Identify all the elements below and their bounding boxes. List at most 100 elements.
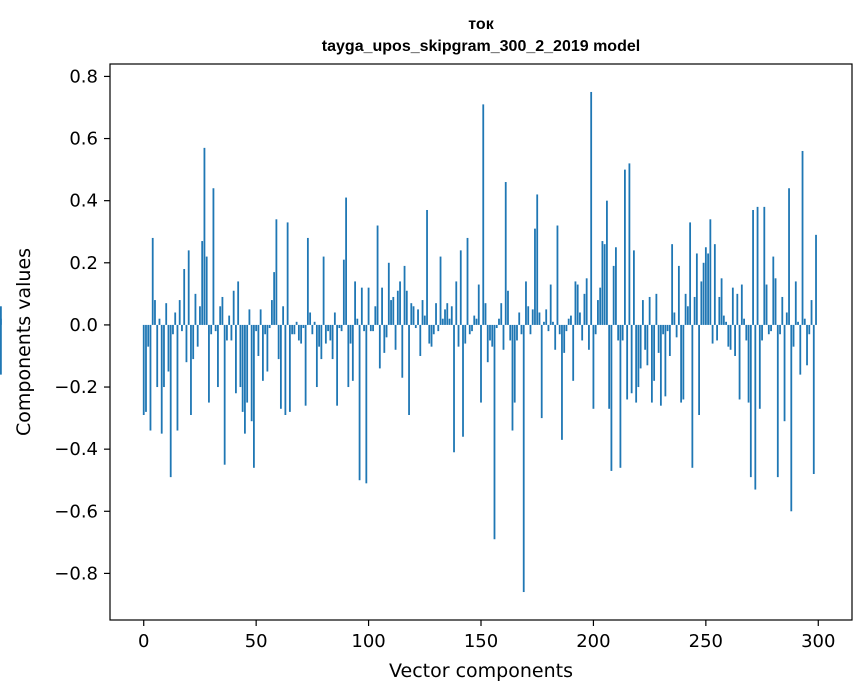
- bar-122: [417, 309, 419, 325]
- bar-176: [538, 312, 541, 325]
- bar-281: [774, 278, 777, 325]
- bar-166: [516, 324, 518, 341]
- bar-116: [403, 265, 406, 325]
- bar-108: [385, 324, 388, 338]
- bar-77: [315, 324, 318, 388]
- bar-296: [808, 324, 811, 335]
- bar-127: [428, 324, 431, 344]
- x-tick-label: 0: [138, 631, 149, 652]
- bar-209: [612, 265, 615, 325]
- bar-132: [439, 256, 442, 325]
- x-axis: 0 50 100 150 200 250 300: [138, 620, 835, 652]
- bar-53: [262, 324, 264, 381]
- bar-17: [181, 324, 183, 332]
- bar-8: [160, 324, 163, 434]
- bar-109: [387, 262, 390, 325]
- bar-121: [414, 324, 417, 329]
- bar-114: [399, 281, 401, 325]
- bar-293: [801, 150, 804, 325]
- bar-undefined: [0, 318, 2, 325]
- bar-242: [686, 306, 689, 325]
- bar-192: [574, 281, 577, 325]
- bar-154: [489, 324, 491, 341]
- bar-243: [689, 222, 692, 325]
- bar-191: [572, 324, 575, 381]
- bar-107: [383, 324, 386, 353]
- bar-286: [785, 312, 788, 325]
- bar-240: [682, 324, 685, 400]
- bar-258: [722, 315, 725, 325]
- bar-38: [228, 315, 231, 325]
- bar-112: [394, 324, 397, 350]
- bar-290: [794, 281, 797, 325]
- bar-275: [761, 324, 763, 341]
- bar-94: [354, 281, 356, 325]
- bar-51: [257, 324, 260, 356]
- bar-175: [536, 194, 539, 325]
- bar-135: [446, 303, 449, 325]
- bar-224: [646, 324, 649, 366]
- bar-40: [232, 290, 235, 325]
- bar-81: [324, 324, 327, 344]
- bar-239: [680, 324, 683, 403]
- bar-60: [277, 324, 280, 360]
- bar-226: [650, 324, 653, 403]
- bar-14: [174, 312, 177, 325]
- bar-85: [333, 312, 336, 325]
- bar-250: [704, 247, 707, 325]
- bar-233: [666, 324, 669, 332]
- bar-134: [444, 309, 446, 325]
- bar-168: [520, 324, 523, 335]
- bar-156: [493, 324, 496, 540]
- bar-89: [342, 259, 345, 325]
- bar-170: [525, 281, 527, 325]
- bar-245: [693, 296, 696, 325]
- y-tick-label: 0.8: [69, 66, 98, 87]
- bar-125: [423, 315, 426, 325]
- bar-237: [675, 324, 678, 338]
- bar-61: [279, 324, 282, 409]
- bar-234: [668, 324, 671, 356]
- bar-161: [504, 182, 507, 325]
- bar-205: [603, 244, 606, 325]
- bar-58: [273, 272, 276, 325]
- bar-241: [684, 293, 687, 325]
- bar-264: [736, 293, 739, 325]
- bar-133: [441, 318, 444, 325]
- bar-153: [486, 324, 489, 363]
- bar-3: [149, 324, 152, 431]
- bar-56: [268, 324, 271, 329]
- bar-84: [331, 324, 334, 360]
- bar-142: [462, 324, 464, 437]
- bar-143: [464, 324, 467, 344]
- bar-44: [241, 324, 244, 412]
- bar-208: [610, 324, 613, 471]
- bar-65: [288, 324, 291, 412]
- bar-244: [691, 324, 694, 468]
- bar-257: [720, 278, 723, 325]
- bar-73: [306, 237, 309, 325]
- bar-141: [459, 250, 462, 325]
- bar-269: [747, 324, 750, 403]
- bar-52: [259, 309, 262, 325]
- bar-229: [657, 324, 660, 353]
- bar-150: [480, 324, 482, 403]
- bar-137: [450, 306, 453, 325]
- bar-5: [154, 300, 156, 325]
- bar-126: [426, 209, 428, 325]
- bar-247: [698, 324, 700, 415]
- bar-182: [552, 321, 554, 325]
- bar-102: [372, 324, 374, 332]
- bar-29: [208, 324, 210, 403]
- bar-98: [363, 324, 365, 332]
- bar-28: [205, 256, 208, 325]
- bar-184: [556, 225, 559, 325]
- bar-249: [702, 262, 705, 325]
- bar-111: [392, 296, 395, 325]
- bar-15: [176, 324, 179, 431]
- bar-185: [558, 324, 561, 335]
- bar-228: [655, 293, 658, 325]
- bar-47: [248, 309, 251, 325]
- bar-63: [284, 324, 287, 415]
- bar-289: [792, 324, 795, 347]
